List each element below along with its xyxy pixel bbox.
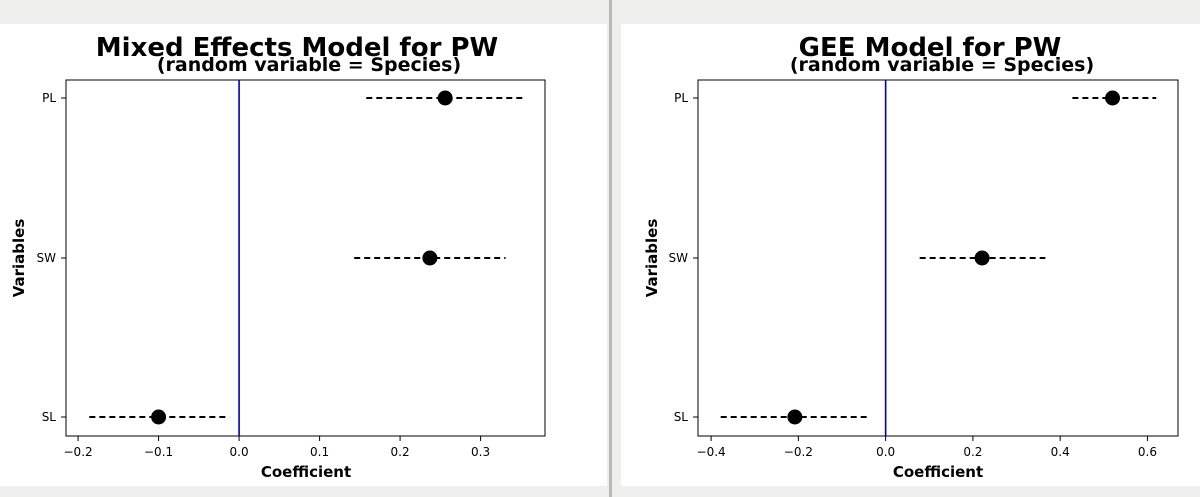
x-axis-label: Coefficient xyxy=(261,463,351,481)
y-tick-label: SW xyxy=(37,251,57,265)
coefficient-point-sw xyxy=(422,250,438,266)
plot-frame xyxy=(65,79,546,437)
plot-area: −0.2 −0.1 0.0 0.1 0.2 0.3 PL SW SL xyxy=(37,79,546,459)
chart-subtitle: (random variable = Species) xyxy=(157,54,461,76)
x-tick-label: 0.0 xyxy=(230,445,249,459)
chart-title: Mixed Effects Model for PW xyxy=(96,33,498,63)
chart-title: GEE Model for PW xyxy=(799,33,1062,63)
pane-divider[interactable] xyxy=(609,0,612,497)
plot-area: −0.4 −0.2 0.0 0.2 0.4 0.6 PL SW SL xyxy=(669,79,1179,459)
coefficient-point-pl xyxy=(437,90,453,106)
y-tick-label: PL xyxy=(42,91,56,105)
chart-panel-gee: GEE Model for PW (random variable = Spec… xyxy=(621,24,1200,486)
x-axis-label: Coefficient xyxy=(893,463,983,481)
x-tick-label: 0.0 xyxy=(876,445,895,459)
x-tick-label: 0.1 xyxy=(310,445,329,459)
x-tick-label: −0.2 xyxy=(64,445,93,459)
chart-gee: GEE Model for PW (random variable = Spec… xyxy=(643,33,1179,481)
plot-frame xyxy=(697,79,1179,437)
x-tick-label: 0.2 xyxy=(391,445,410,459)
x-tick-label: 0.2 xyxy=(963,445,982,459)
coefficient-point-sl xyxy=(787,409,803,425)
chart-panel-mixed-effects: Mixed Effects Model for PW (random varia… xyxy=(0,24,607,486)
x-tick-label: −0.2 xyxy=(784,445,813,459)
y-tick-label: PL xyxy=(674,91,688,105)
chart-mixed-effects: Mixed Effects Model for PW (random varia… xyxy=(10,33,546,481)
coefficient-point-pl xyxy=(1105,90,1121,106)
x-tick-label: −0.4 xyxy=(697,445,726,459)
coefficient-point-sl xyxy=(151,409,167,425)
x-tick-label: 0.4 xyxy=(1051,445,1070,459)
chart-subtitle: (random variable = Species) xyxy=(790,54,1094,76)
y-tick-label: SL xyxy=(674,410,689,424)
y-tick-label: SW xyxy=(669,251,689,265)
y-axis-label: Variables xyxy=(10,219,28,298)
y-tick-label: SL xyxy=(42,410,57,424)
coefficient-point-sw xyxy=(974,250,990,266)
x-tick-label: −0.1 xyxy=(144,445,173,459)
x-tick-label: 0.3 xyxy=(471,445,490,459)
y-axis-label: Variables xyxy=(643,219,661,298)
x-tick-label: 0.6 xyxy=(1138,445,1157,459)
